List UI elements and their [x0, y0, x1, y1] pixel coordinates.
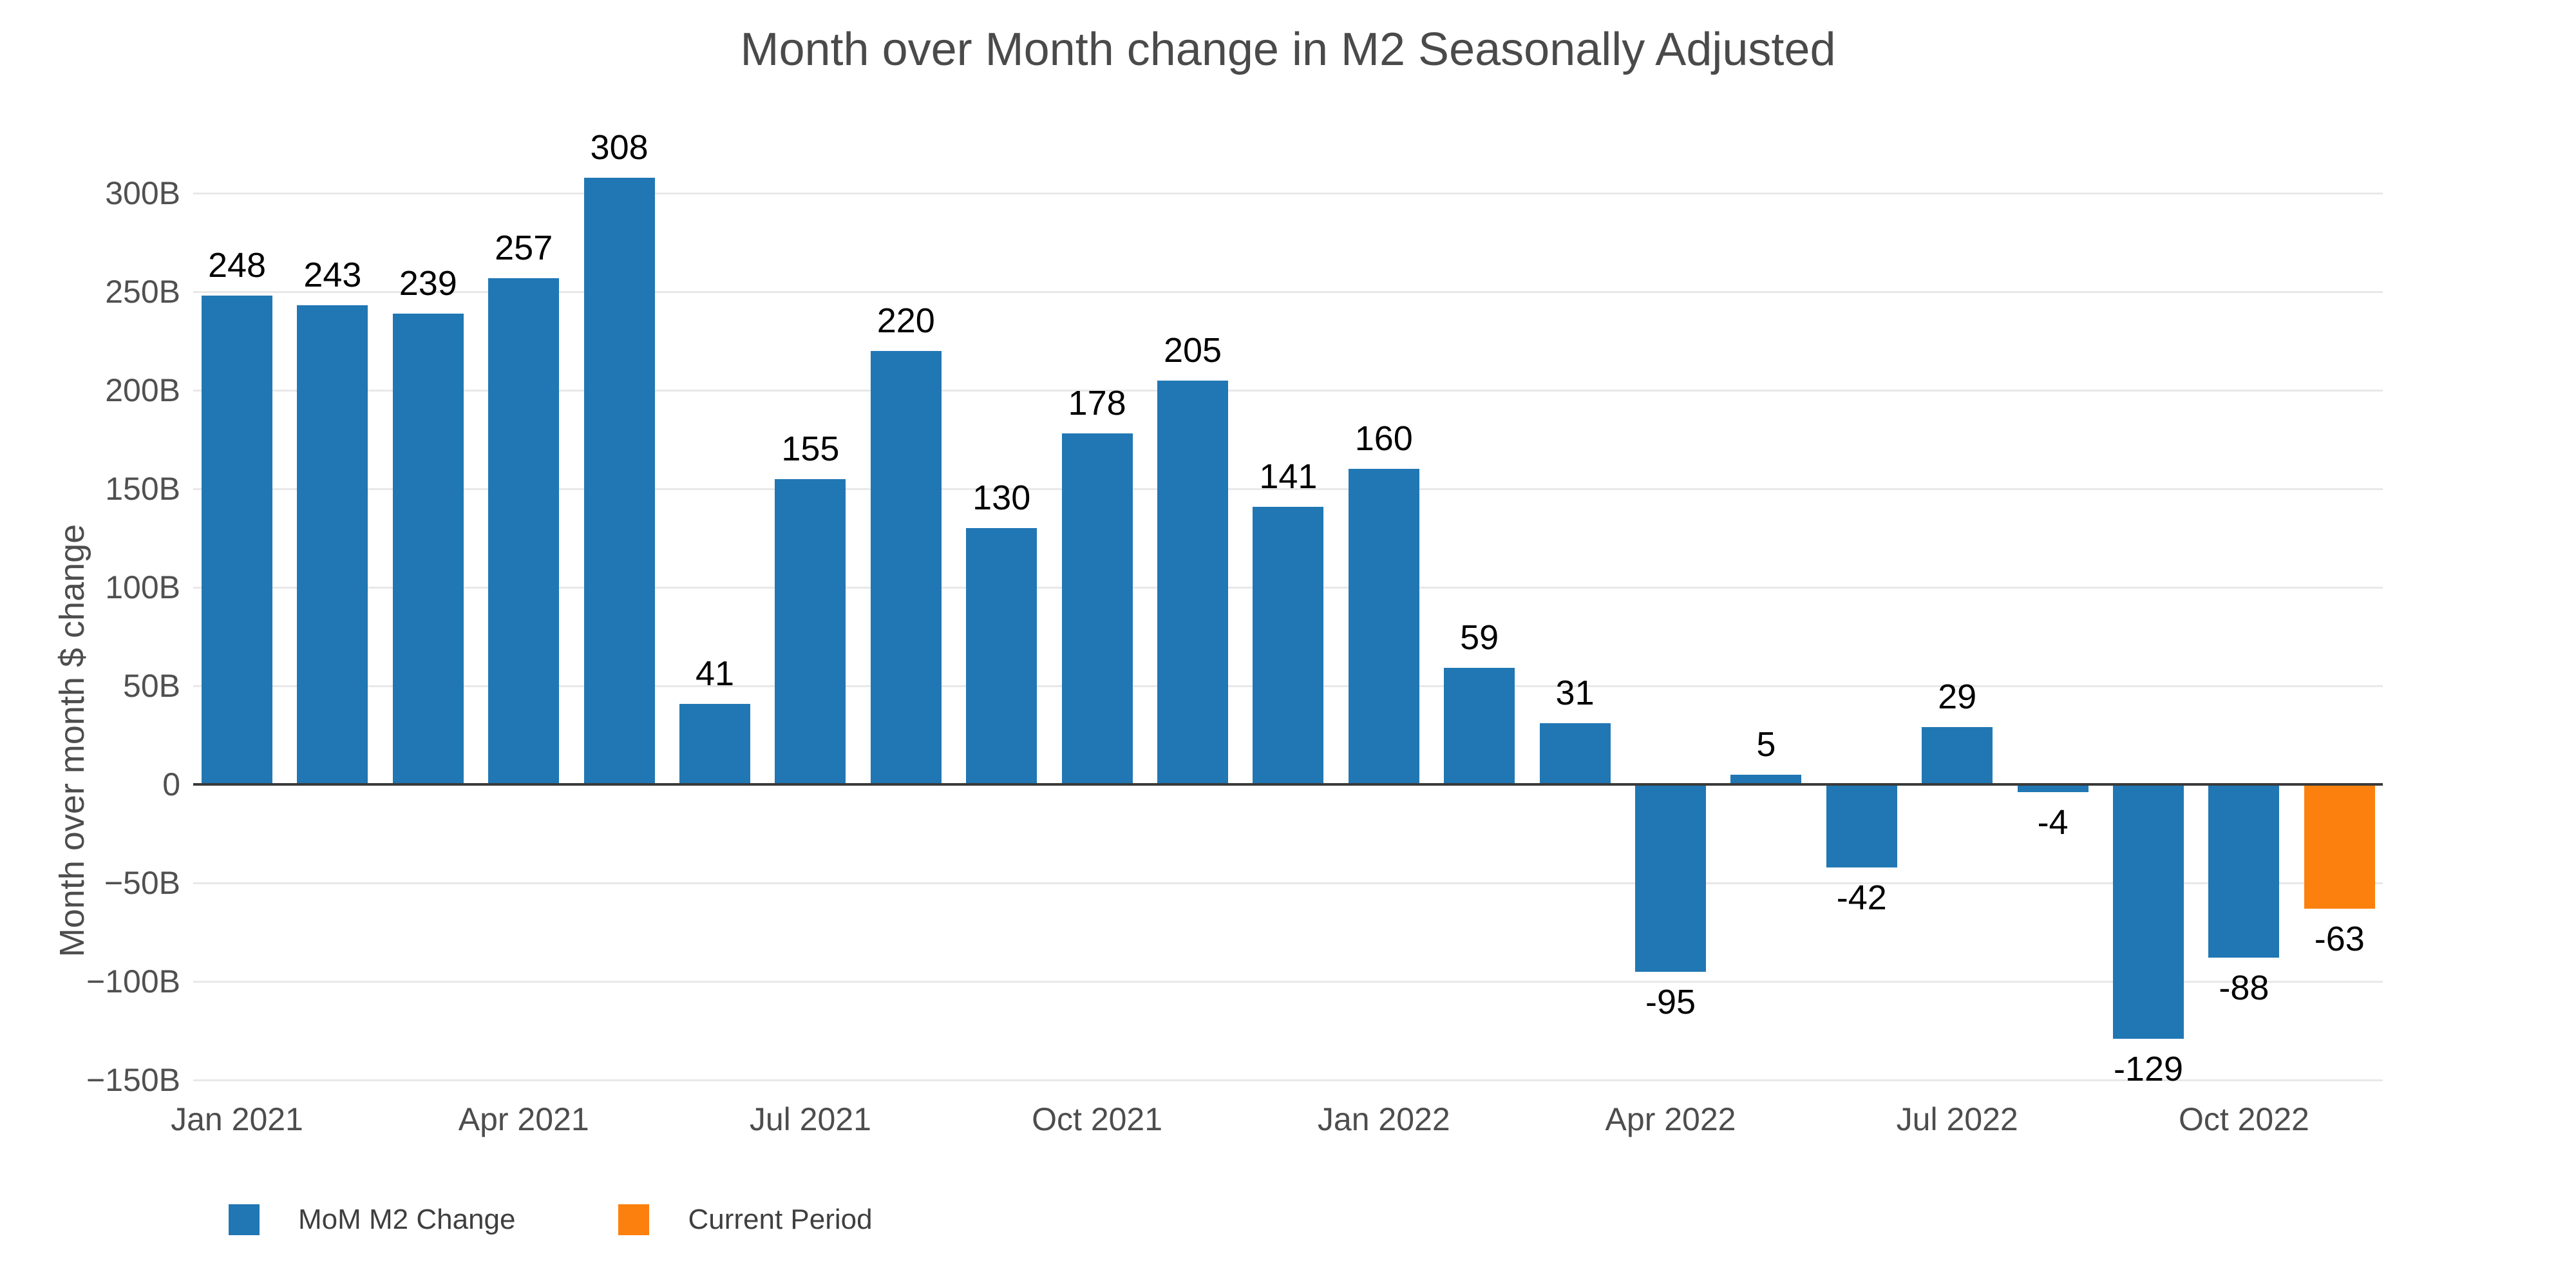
y-tick-label: 300B [105, 175, 180, 211]
bar-value-label: 257 [495, 228, 553, 267]
bar-value-label: -95 [1645, 982, 1696, 1021]
gridline--50 [193, 882, 2383, 884]
bar[interactable] [297, 305, 368, 784]
legend-swatch [229, 1204, 260, 1235]
y-tick-label: 150B [105, 471, 180, 507]
gridline-200 [193, 389, 2383, 392]
bar[interactable] [870, 350, 942, 784]
bar-value-label: 220 [876, 301, 935, 340]
legend: MoM M2 Change Current Period [229, 1204, 976, 1235]
bar-value-label: 308 [590, 128, 649, 167]
bar[interactable] [1061, 433, 1133, 784]
bar[interactable] [583, 177, 655, 784]
bar[interactable] [679, 703, 750, 784]
bar-value-label: 41 [695, 654, 735, 693]
y-axis-title: Month over month $ change [53, 524, 91, 958]
x-tick-label: Jan 2022 [1317, 1101, 1450, 1137]
legend-label: MoM M2 Change [298, 1204, 516, 1235]
bar[interactable] [202, 296, 272, 784]
bar-value-label: -88 [2219, 969, 2269, 1008]
x-tick-label: Apr 2022 [1605, 1101, 1736, 1137]
bar-value-label: 59 [1460, 618, 1499, 658]
x-tick-label: Apr 2021 [458, 1101, 589, 1137]
zero-axis-line [193, 783, 2383, 786]
bar-value-label: 141 [1259, 457, 1318, 496]
bar[interactable] [1348, 469, 1419, 784]
bar[interactable] [392, 313, 464, 784]
bar-value-label: 248 [207, 246, 267, 285]
bar-value-label: -129 [2113, 1049, 2184, 1088]
y-tick-label: 200B [105, 372, 180, 408]
bar-value-label: 130 [972, 478, 1031, 518]
gridline-150 [193, 488, 2383, 490]
x-tick-label: Jul 2021 [749, 1101, 871, 1137]
y-tick-label: 250B [105, 274, 180, 310]
bar-value-label: -63 [2314, 919, 2365, 958]
y-tick-label: 50B [123, 668, 180, 704]
bar[interactable] [2017, 784, 2088, 793]
bar[interactable] [1157, 380, 1228, 784]
bar[interactable] [775, 478, 846, 784]
x-tick-label: Oct 2021 [1032, 1101, 1163, 1137]
x-tick-label: Jan 2021 [171, 1101, 303, 1137]
bar[interactable] [1253, 506, 1324, 784]
y-tick-label: 100B [105, 569, 180, 605]
gridline--100 [193, 980, 2383, 983]
bar-value-label: 29 [1938, 677, 1977, 717]
bar-value-label: 205 [1163, 330, 1222, 370]
bar[interactable] [1635, 784, 1706, 972]
bar[interactable] [488, 278, 560, 784]
y-tick-label: −100B [86, 963, 180, 999]
bar-value-label: 155 [781, 429, 840, 468]
bar-value-label: 178 [1068, 384, 1126, 423]
bar[interactable] [1922, 727, 1993, 784]
bar-value-label: -42 [1836, 878, 1887, 917]
bar[interactable] [1730, 774, 1802, 784]
bar[interactable] [1539, 723, 1611, 784]
y-tick-label: −50B [104, 865, 180, 901]
legend-swatch [618, 1204, 650, 1235]
bar[interactable] [966, 528, 1037, 784]
bar-value-label: 31 [1555, 674, 1595, 713]
bar[interactable] [2113, 784, 2184, 1039]
legend-item-current-period[interactable]: Current Period [618, 1204, 873, 1235]
gridline-250 [193, 290, 2383, 293]
bar-current-period[interactable] [2304, 784, 2375, 909]
x-tick-label: Oct 2022 [2178, 1101, 2309, 1137]
chart-title: Month over Month change in M2 Seasonally… [740, 24, 1836, 75]
bar-value-label: 160 [1354, 419, 1413, 459]
gridline-300 [193, 192, 2383, 194]
bar-value-label: 239 [399, 263, 457, 303]
bar[interactable] [1826, 784, 1897, 867]
legend-label: Current Period [688, 1204, 873, 1235]
bar[interactable] [1444, 668, 1515, 784]
legend-item-mom-m2-change[interactable]: MoM M2 Change [229, 1204, 515, 1235]
y-tick-label: 0 [162, 766, 180, 802]
bar[interactable] [2208, 784, 2280, 958]
bar-value-label: -4 [2037, 803, 2069, 842]
y-tick-label: −150B [86, 1062, 180, 1098]
gridline--150 [193, 1079, 2383, 1081]
bar-value-label: 243 [303, 256, 362, 295]
x-tick-label: Jul 2022 [1896, 1101, 2018, 1137]
bar-value-label: 5 [1756, 724, 1776, 764]
